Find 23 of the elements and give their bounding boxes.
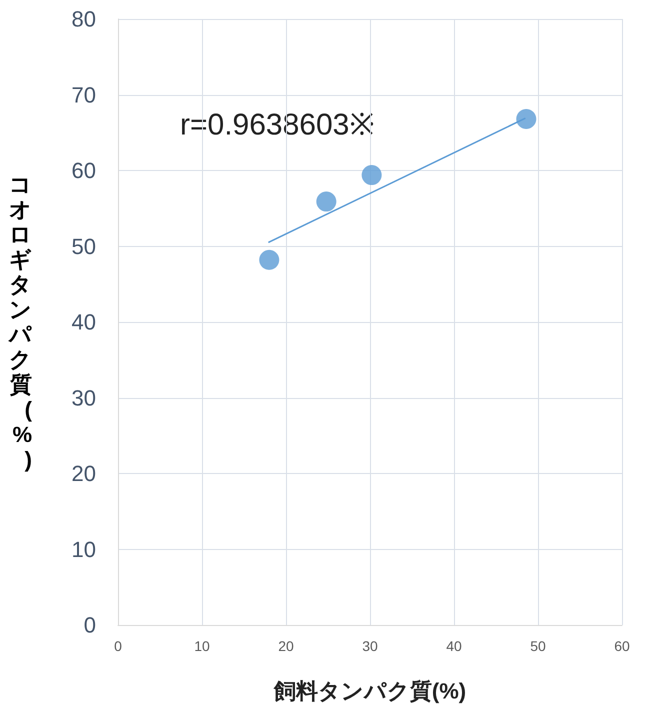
y-tick-label: 80 xyxy=(72,6,96,32)
point xyxy=(316,192,336,212)
y-tick-label: 20 xyxy=(72,461,96,486)
y-tick-label: 50 xyxy=(72,234,96,259)
text: コオロギタンパク質(%) xyxy=(9,172,32,472)
y-tick-label: 40 xyxy=(72,310,96,334)
x-tick-label: 50 xyxy=(530,638,546,654)
x-tick-label: 20 xyxy=(278,638,294,654)
point xyxy=(516,108,536,129)
x-axis-title: 飼料タンパク質(%) xyxy=(272,678,466,704)
x-tick-label: 60 xyxy=(614,638,630,654)
y-tick-label: 0 xyxy=(84,612,96,638)
point xyxy=(362,165,382,186)
x-tick-label: 0 xyxy=(114,638,122,654)
x-tick-label: 30 xyxy=(362,638,378,654)
y-tick-label: 70 xyxy=(72,82,96,108)
point xyxy=(259,250,280,270)
x-tick-label: 40 xyxy=(446,638,462,654)
y-tick-label: 60 xyxy=(72,158,96,183)
y-tick-label: 30 xyxy=(72,385,96,410)
y-tick-label: 10 xyxy=(72,536,96,562)
annotation: r=0.9638603※ xyxy=(180,108,374,142)
x-tick-label: 10 xyxy=(194,638,210,654)
